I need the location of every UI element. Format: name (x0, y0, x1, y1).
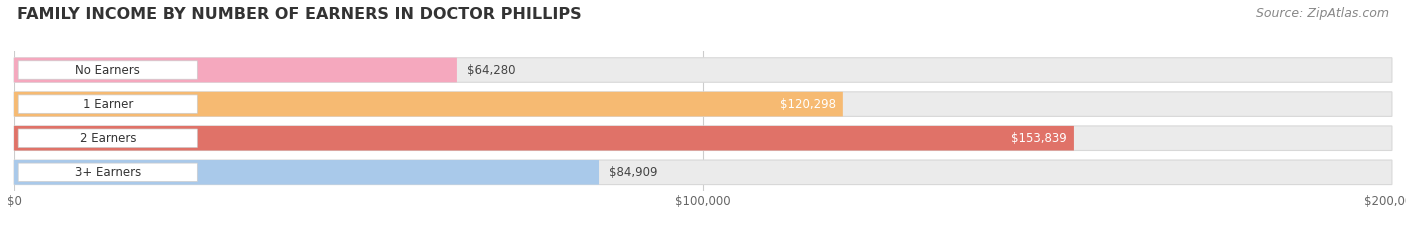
Text: Source: ZipAtlas.com: Source: ZipAtlas.com (1256, 7, 1389, 20)
Text: No Earners: No Earners (76, 64, 141, 76)
FancyBboxPatch shape (18, 163, 197, 182)
Text: FAMILY INCOME BY NUMBER OF EARNERS IN DOCTOR PHILLIPS: FAMILY INCOME BY NUMBER OF EARNERS IN DO… (17, 7, 582, 22)
FancyBboxPatch shape (14, 160, 599, 185)
FancyBboxPatch shape (14, 126, 1074, 151)
Text: 1 Earner: 1 Earner (83, 98, 134, 111)
FancyBboxPatch shape (14, 126, 1392, 151)
FancyBboxPatch shape (18, 95, 197, 113)
Text: $153,839: $153,839 (1011, 132, 1067, 145)
FancyBboxPatch shape (14, 92, 842, 116)
FancyBboxPatch shape (14, 58, 1392, 82)
FancyBboxPatch shape (14, 160, 1392, 185)
Text: $120,298: $120,298 (780, 98, 837, 111)
FancyBboxPatch shape (14, 58, 457, 82)
Text: 2 Earners: 2 Earners (80, 132, 136, 145)
FancyBboxPatch shape (14, 92, 1392, 116)
Text: 3+ Earners: 3+ Earners (75, 166, 141, 179)
Text: $64,280: $64,280 (467, 64, 515, 76)
FancyBboxPatch shape (18, 61, 197, 79)
FancyBboxPatch shape (18, 129, 197, 147)
Text: $84,909: $84,909 (609, 166, 657, 179)
